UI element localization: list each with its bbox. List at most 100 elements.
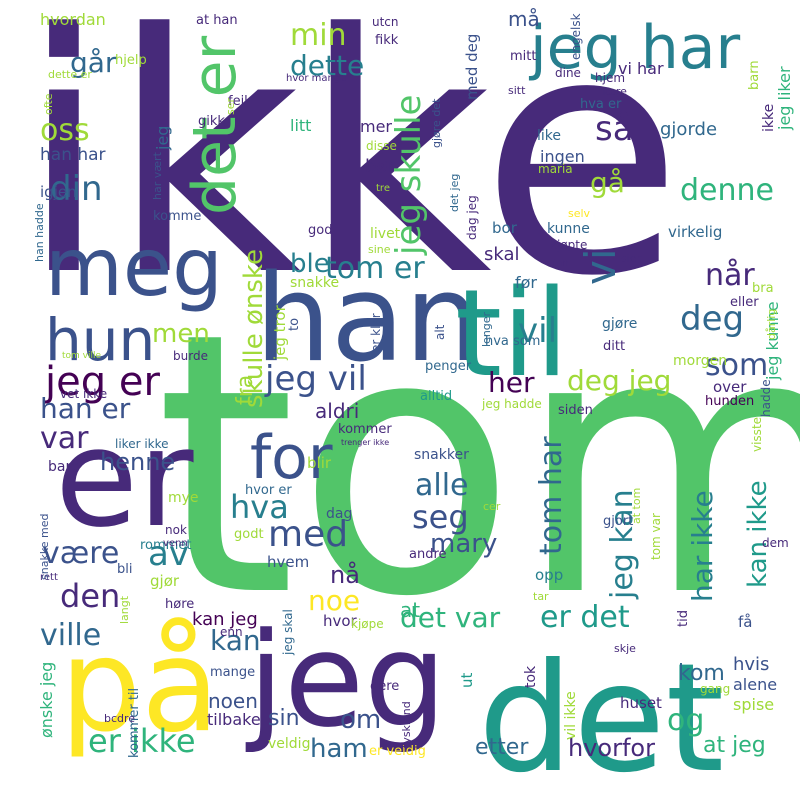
word-aldri: aldri bbox=[315, 399, 359, 423]
word-hjem: hjem bbox=[595, 71, 625, 85]
word-som: som bbox=[705, 348, 768, 383]
word-huset: huset bbox=[620, 694, 662, 712]
word-ikke: ikke bbox=[18, 0, 683, 348]
word-han-har: han har bbox=[40, 145, 106, 165]
word-jeg: jeg bbox=[245, 604, 447, 756]
word-at-han: at han bbox=[196, 13, 238, 28]
word-den: den bbox=[60, 577, 120, 615]
word-skje: skje bbox=[614, 642, 636, 655]
word-langt: langt bbox=[118, 595, 131, 624]
word-tom-er: tom er bbox=[325, 251, 425, 286]
word-hjelp: hjelp bbox=[115, 53, 147, 68]
word-vil: vil bbox=[518, 311, 557, 351]
word-at-tom: at tom bbox=[630, 488, 643, 524]
word-mye: mye bbox=[168, 490, 199, 506]
word-hvem: hvem bbox=[267, 553, 309, 571]
word-er-det: er det bbox=[540, 600, 630, 635]
word-livet: livet bbox=[370, 226, 401, 242]
word-vil-ikke: vil ikke bbox=[563, 691, 579, 740]
word-til: til bbox=[455, 265, 569, 404]
word-sa: så bbox=[595, 109, 634, 149]
word-dag-jeg: dag jeg bbox=[465, 195, 479, 240]
word-eller: eller bbox=[730, 295, 759, 310]
word-jeg-vil: jeg vil bbox=[264, 359, 367, 399]
word-god: god bbox=[308, 223, 332, 238]
word-spise: spise bbox=[733, 695, 774, 714]
word-ma: må bbox=[508, 7, 540, 31]
word-ditt: ditt bbox=[603, 339, 625, 354]
word-at: at bbox=[400, 598, 420, 622]
word-tom: tom bbox=[155, 256, 800, 675]
word-veldig: veldig bbox=[268, 736, 310, 752]
word-penger: penger bbox=[425, 359, 472, 374]
word-og: og bbox=[667, 703, 704, 738]
word-for: for bbox=[250, 423, 333, 493]
word-laere: lære bbox=[602, 85, 627, 98]
word-bcdre: bcdre bbox=[104, 712, 135, 725]
word-det: det bbox=[478, 632, 724, 800]
word-tar: tar bbox=[533, 590, 549, 603]
word-darlig: dårlig bbox=[765, 309, 778, 340]
word-er-veldig: er veldig bbox=[369, 744, 426, 759]
word-jeg: jeg bbox=[153, 126, 172, 151]
word-kan-jeg: kan jeg bbox=[192, 609, 258, 630]
word-gjorde: gjorde bbox=[660, 119, 717, 140]
word-rett: rett bbox=[40, 572, 58, 583]
word-mer: mer bbox=[360, 117, 392, 136]
word-hvis: hvis bbox=[733, 654, 769, 675]
word-dette: dette bbox=[290, 49, 364, 82]
word-onske-jeg: ønske jeg bbox=[37, 662, 56, 738]
word-alene: alene bbox=[733, 675, 777, 694]
word-tom-har: tom har bbox=[534, 436, 569, 555]
word-deg-jeg: deg jeg bbox=[567, 364, 671, 397]
word-over: over bbox=[713, 378, 747, 396]
word-oss: oss bbox=[40, 113, 90, 148]
word-liker-ikke: liker ikke bbox=[115, 437, 169, 451]
word-ble: ble bbox=[290, 249, 330, 279]
word-dere: dere bbox=[370, 679, 399, 694]
word-med-deg: med deg bbox=[463, 34, 481, 100]
word-hvorfor: hvorfor bbox=[568, 734, 655, 762]
word-meg: meg bbox=[45, 221, 223, 314]
word-dine: dine bbox=[555, 66, 581, 80]
word-kunne: kunne bbox=[547, 221, 590, 237]
word-fa: få bbox=[738, 613, 752, 631]
word-sier: sier bbox=[621, 252, 642, 265]
word-jeg-tror: jeg tror bbox=[271, 304, 289, 361]
word-har-ikke: har ikke bbox=[686, 490, 719, 602]
word-det-er: det er bbox=[180, 35, 250, 215]
word-etter: etter bbox=[475, 735, 529, 760]
word-hadde: hadde bbox=[759, 379, 773, 417]
word-gikk: gikk bbox=[198, 114, 225, 129]
word-om: om bbox=[340, 705, 381, 735]
word-han-hadde: han hadde bbox=[33, 203, 46, 262]
word-virkelig: virkelig bbox=[668, 223, 722, 241]
word-med: med bbox=[268, 514, 348, 555]
word-gjor: gjør bbox=[150, 572, 180, 590]
word-gjort: gjort bbox=[603, 514, 633, 529]
word-tok: tok bbox=[523, 665, 539, 688]
word-ikke: ikke bbox=[761, 104, 777, 132]
word-at-jeg: at jeg bbox=[703, 733, 766, 758]
word-hvordan: hvordan bbox=[40, 10, 106, 29]
word-hva: hva bbox=[230, 488, 289, 526]
word-bli: bli bbox=[117, 562, 132, 577]
word-nar: når bbox=[705, 258, 755, 293]
word-trenger-ikke: trenger ikke bbox=[341, 438, 389, 447]
word-det-jeg: det jeg bbox=[448, 174, 461, 212]
word-igjen: igjen bbox=[40, 183, 77, 201]
word-snakke-med: snakke med bbox=[38, 513, 51, 580]
word-tom-ville: tom ville bbox=[62, 351, 101, 361]
word-na: nå bbox=[330, 560, 360, 589]
word-pa: på bbox=[60, 612, 220, 761]
word-tom-var: tom var bbox=[649, 513, 663, 560]
word-men: men bbox=[152, 319, 210, 349]
word-jeg-er: jeg er bbox=[44, 359, 160, 405]
word-komme: komme bbox=[153, 209, 201, 224]
word-snakke: snakke bbox=[290, 275, 339, 291]
word-bare: bare bbox=[48, 459, 80, 475]
word-din: din bbox=[50, 169, 103, 209]
word-vi-har: vi har bbox=[618, 59, 664, 78]
word-alle: alle bbox=[415, 468, 469, 503]
word-gar: går bbox=[70, 46, 117, 79]
